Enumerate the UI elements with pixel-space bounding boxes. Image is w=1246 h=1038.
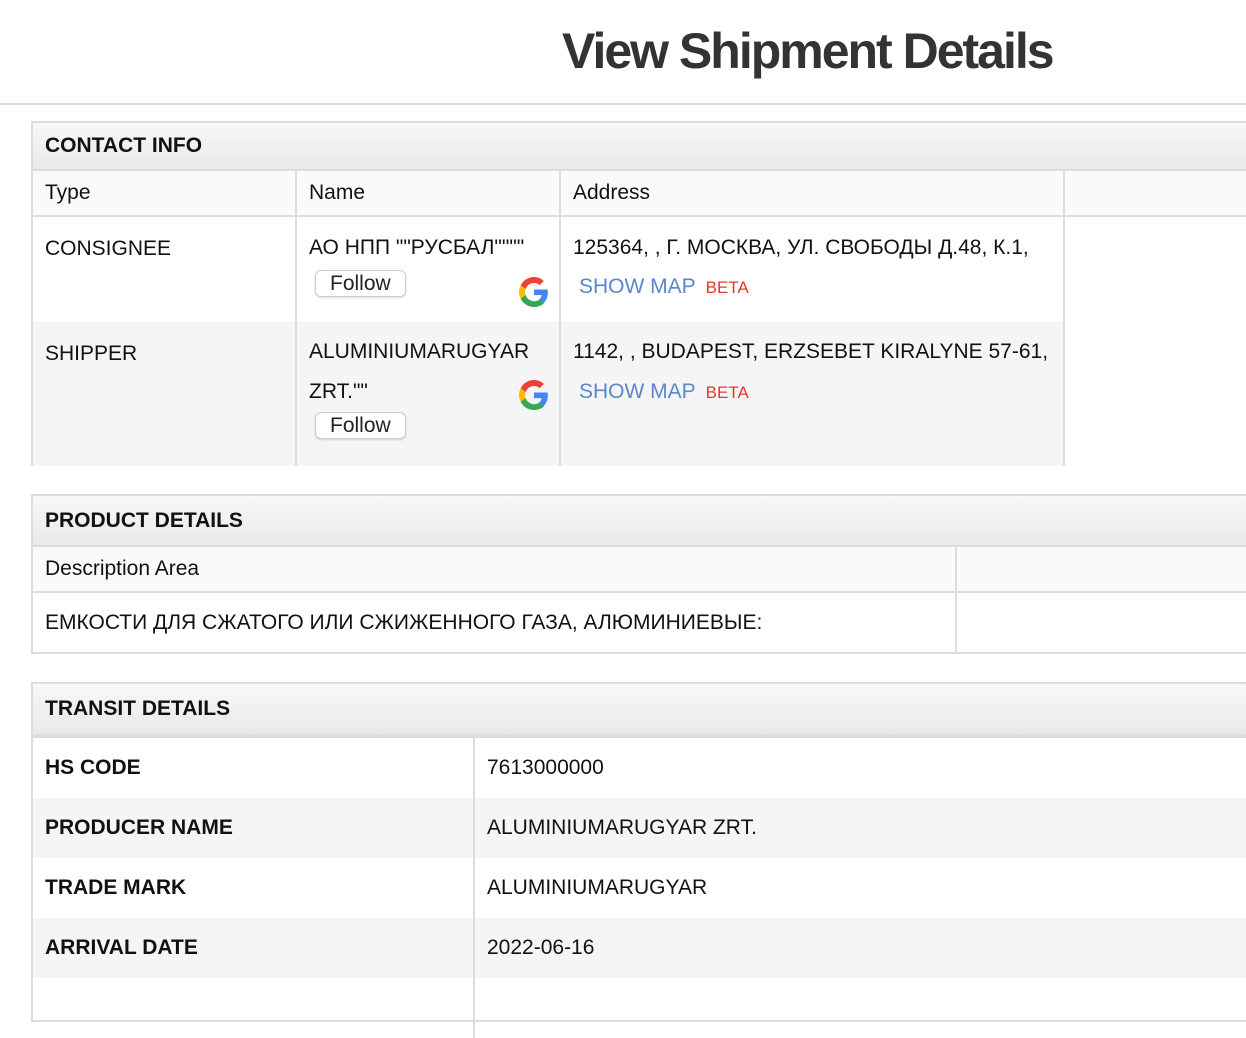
contact-type: CONSIGNEE	[33, 217, 297, 322]
table-row: ЕМКОСТИ ДЛЯ СЖАТОГО ИЛИ СЖИЖЕННОГО ГАЗА,…	[33, 593, 1246, 652]
follow-button[interactable]: Follow	[315, 270, 406, 297]
table-row: CONSIGNEE АО НПП ""РУСБАЛ"""" Follow 125…	[33, 217, 1246, 322]
field-label: ARRIVAL DATE	[33, 918, 475, 978]
field-value: ALUMINIUMARUGYAR	[487, 876, 708, 899]
transit-details-heading: TRANSIT DETAILS	[33, 684, 1246, 738]
table-row	[33, 978, 1246, 1038]
beta-badge: BETA	[705, 383, 749, 402]
table-row: ARRIVAL DATE 2022-06-16	[33, 918, 1246, 978]
product-details-panel: PRODUCT DETAILS Description Area ЕМКОСТИ…	[31, 494, 1246, 654]
table-row: TRADE MARK ALUMINIUMARUGYAR	[33, 858, 1246, 918]
column-type: Type	[33, 171, 297, 215]
contact-address-cell: 1142, , BUDAPEST, ERZSEBET KIRALYNE 57-6…	[561, 322, 1065, 466]
contact-address-cell: 125364, , Г. МОСКВА, УЛ. СВОБОДЫ Д.48, К…	[561, 217, 1065, 322]
contact-address: 125364, , Г. МОСКВА, УЛ. СВОБОДЫ Д.48, К…	[573, 236, 1029, 259]
product-description: ЕМКОСТИ ДЛЯ СЖАТОГО ИЛИ СЖИЖЕННОГО ГАЗА,…	[33, 593, 957, 652]
page-title: View Shipment Details	[562, 23, 1055, 79]
contact-table-header: Type Name Address	[33, 171, 1246, 217]
table-row: SHIPPER ALUMINIUMARUGYAR ZRT."" Follow 1…	[33, 312, 1246, 466]
column-address: Address	[561, 171, 1065, 215]
contact-address: 1142, , BUDAPEST, ERZSEBET KIRALYNE 57-6…	[573, 340, 1049, 363]
show-map-link[interactable]: SHOW MAP	[579, 275, 696, 298]
field-value: ALUMINIUMARUGYAR ZRT.	[487, 816, 757, 839]
contact-info-panel: CONTACT INFO Type Name Address CONSIGNEE…	[31, 121, 1246, 466]
field-value: 2022-06-16	[487, 936, 595, 959]
follow-button[interactable]: Follow	[315, 412, 406, 439]
google-g-icon[interactable]	[519, 380, 549, 410]
show-map-link[interactable]: SHOW MAP	[579, 380, 696, 403]
contact-name: ALUMINIUMARUGYAR ZRT.""	[309, 340, 530, 403]
field-label: PRODUCER NAME	[33, 798, 475, 858]
contact-name-cell: АО НПП ""РУСБАЛ"""" Follow	[297, 217, 561, 322]
table-row: HS CODE 7613000000	[33, 738, 1246, 798]
divider	[0, 103, 1246, 105]
contact-name-cell: ALUMINIUMARUGYAR ZRT."" Follow	[297, 312, 561, 466]
table-row: PRODUCER NAME ALUMINIUMARUGYAR ZRT.	[33, 798, 1246, 858]
column-name: Name	[297, 171, 561, 215]
column-description: Description Area	[33, 547, 957, 591]
field-value: 7613000000	[487, 756, 604, 779]
beta-badge: BETA	[705, 278, 749, 297]
field-label: TRADE MARK	[33, 858, 475, 918]
contact-type: SHIPPER	[33, 322, 297, 466]
contact-name: АО НПП ""РУСБАЛ""""	[309, 236, 525, 259]
field-label: HS CODE	[33, 738, 475, 798]
transit-details-panel: TRANSIT DETAILS HS CODE 7613000000 PRODUC…	[31, 682, 1246, 1038]
contact-info-heading: CONTACT INFO	[33, 123, 1246, 171]
google-g-icon[interactable]	[519, 277, 549, 307]
product-details-heading: PRODUCT DETAILS	[33, 496, 1246, 547]
